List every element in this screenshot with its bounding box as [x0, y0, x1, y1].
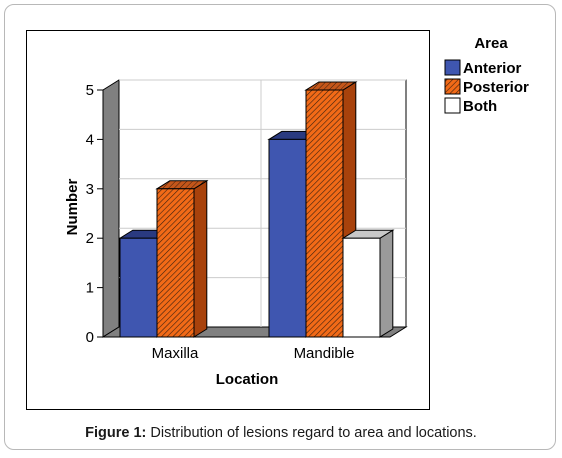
- x-tick-label: Maxilla: [152, 345, 199, 362]
- bar-front: [156, 188, 195, 338]
- y-tick-labels: 0 1 2 3 4 5: [86, 82, 103, 346]
- y-tick-label: 4: [86, 131, 94, 148]
- caption-text: Distribution of lesions regard to area a…: [146, 425, 477, 441]
- y-axis-title: Number: [64, 179, 81, 236]
- legend-swatch-anterior: [444, 59, 461, 76]
- y-tick-label: 0: [86, 329, 94, 346]
- bar-front: [342, 237, 381, 338]
- caption-label: Figure 1:: [85, 425, 147, 441]
- x-axis-title: Location: [216, 371, 279, 388]
- figure-caption: Figure 1: Distribution of lesions regard…: [0, 425, 562, 441]
- legend-title: Area: [474, 35, 508, 52]
- side-wall: [102, 79, 120, 338]
- bar-posterior-maxilla: [155, 179, 209, 338]
- y-tick-label: 3: [86, 181, 94, 198]
- y-tick-label: 2: [86, 230, 94, 247]
- bar-side: [379, 229, 394, 338]
- bar-front: [305, 89, 344, 338]
- x-tick-labels: Maxilla Mandible: [152, 345, 355, 362]
- legend-swatch-both: [444, 97, 461, 114]
- legend-label-posterior: Posterior: [463, 79, 529, 96]
- bar-posterior-mandible: [304, 81, 358, 338]
- y-tick-label: 5: [86, 82, 94, 99]
- legend-label-both: Both: [463, 98, 497, 115]
- legend-swatch-posterior: [444, 78, 461, 95]
- bar-front: [119, 237, 158, 338]
- legend-label-anterior: Anterior: [463, 60, 522, 77]
- bar-side: [193, 179, 208, 338]
- bar-both-mandible: [341, 229, 395, 338]
- bar-front: [268, 138, 307, 338]
- y-tick-label: 1: [86, 280, 94, 297]
- gridlines: [119, 79, 406, 327]
- legend: Area Anterior Posterior Both: [444, 35, 529, 115]
- bars-group: [118, 81, 395, 338]
- x-tick-label: Mandible: [294, 345, 355, 362]
